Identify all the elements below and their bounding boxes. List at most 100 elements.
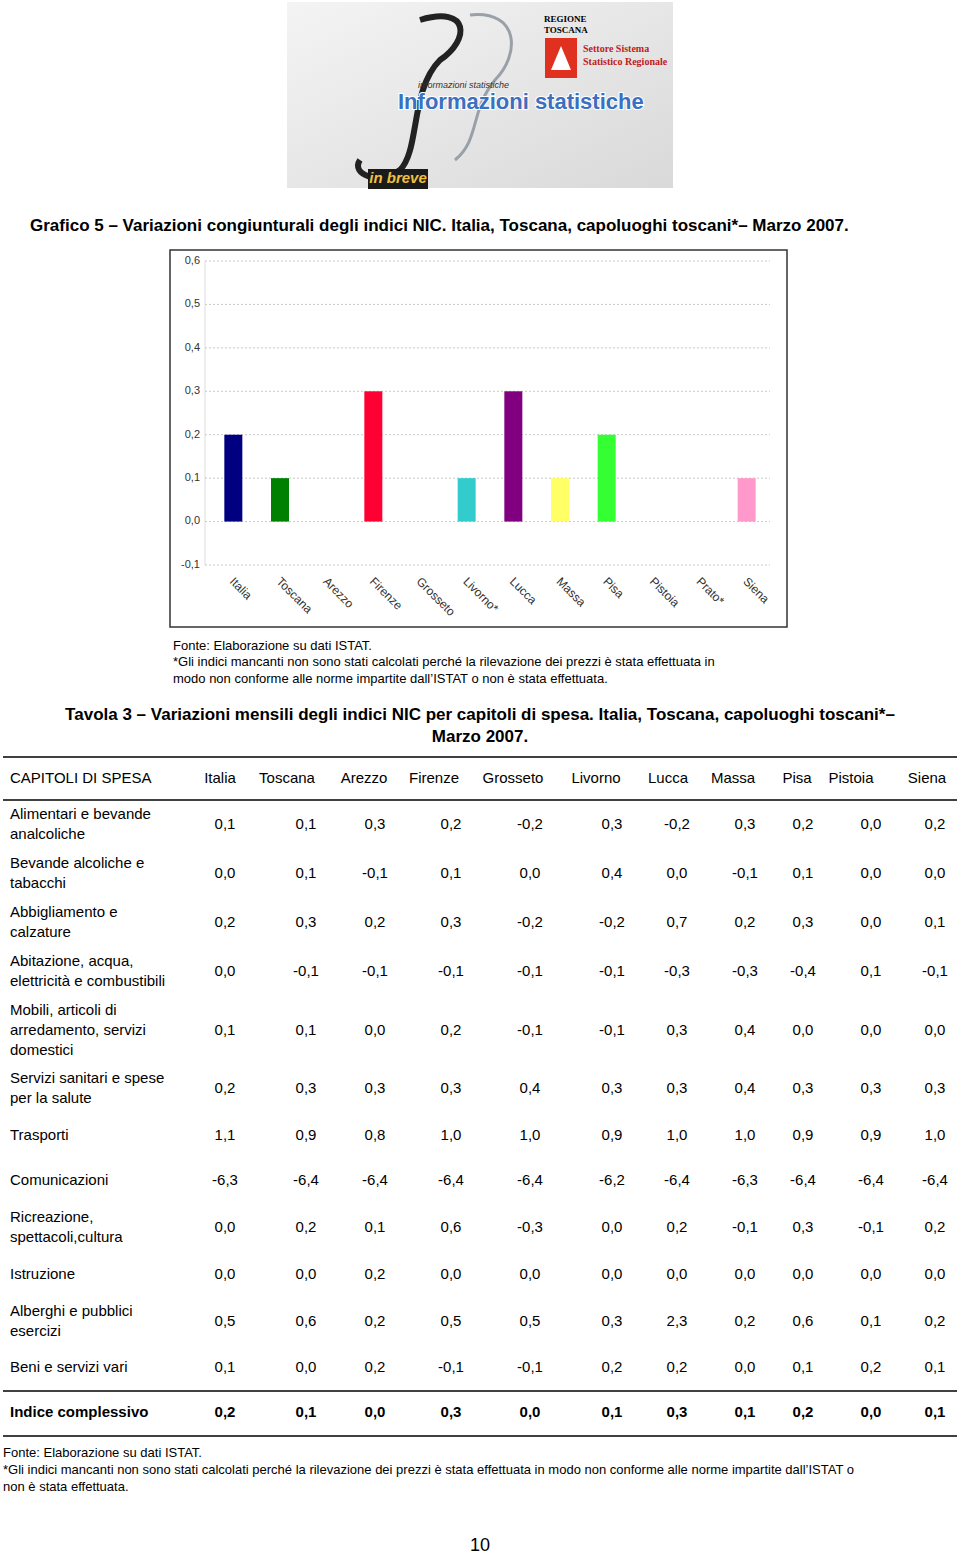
table-cell: -0,3	[517, 1218, 543, 1235]
table-cell: -0,3	[732, 962, 758, 979]
x-tick-label: Prato*	[694, 574, 728, 608]
table-cell: 0,0	[735, 1265, 756, 1282]
table-cell: 0,1	[215, 1021, 236, 1038]
bars	[224, 391, 755, 521]
grid-line	[205, 478, 770, 479]
table-cell: 0,3	[793, 913, 814, 930]
table-cell: -0,3	[664, 962, 690, 979]
y-tick-label: 0,0	[185, 514, 200, 526]
table-cell: 0,4	[520, 1079, 541, 1096]
table-row-label: analcoliche	[10, 825, 85, 842]
table-cell: 0,4	[735, 1021, 756, 1038]
table-cell: 0,0	[602, 1218, 623, 1235]
table-cell: -6,2	[599, 1171, 625, 1188]
table-row-label: Ricreazione,	[10, 1208, 93, 1225]
table-cell: 0,2	[925, 815, 946, 832]
table-cell: 0,4	[735, 1079, 756, 1096]
table-cell: -0,1	[599, 1021, 625, 1038]
chart-frame	[170, 250, 787, 627]
table-cell: 0,0	[441, 1265, 462, 1282]
table-cell: 0,2	[925, 1312, 946, 1329]
table-cell: 0,3	[793, 1218, 814, 1235]
table-cell: -6,4	[922, 1171, 948, 1188]
table-total-cell: 0,1	[296, 1403, 317, 1420]
table-cell: 0,0	[296, 1265, 317, 1282]
table-total-cell: 0,1	[735, 1403, 756, 1420]
bar	[318, 521, 336, 522]
table-row-label: elettricità e combustibili	[10, 972, 165, 989]
bar	[504, 391, 522, 521]
table-total-cell: 0,3	[667, 1403, 688, 1420]
table-cell: 0,3	[667, 1021, 688, 1038]
table-cell: -0,1	[599, 962, 625, 979]
table-cell: -6,3	[732, 1171, 758, 1188]
table-header-cell: Livorno	[571, 769, 620, 786]
bar	[271, 478, 289, 521]
table-header-cell: Firenze	[409, 769, 459, 786]
table-row-label: Istruzione	[10, 1265, 75, 1282]
logo-series: in breve	[369, 169, 427, 186]
table-cell: 1,0	[667, 1126, 688, 1143]
logo-emblem-detail	[551, 46, 571, 70]
table-total-cell: 0,2	[793, 1403, 814, 1420]
table-row-label: Mobili, articoli di	[10, 1001, 117, 1018]
table-row-label: Abitazione, acqua,	[10, 952, 133, 969]
bar	[551, 478, 569, 521]
x-tick-label: Grosseto	[414, 574, 459, 619]
table-cell: -6,4	[362, 1171, 388, 1188]
y-tick-label: -0,1	[181, 558, 200, 570]
x-tick-label: Massa	[554, 574, 589, 609]
logo-org: REGIONE	[544, 14, 587, 24]
table-cell: 0,0	[925, 864, 946, 881]
table-cell: 1,0	[441, 1126, 462, 1143]
table-cell: 0,1	[793, 1358, 814, 1375]
table-cell: 0,0	[735, 1358, 756, 1375]
table-cell: -0,2	[517, 815, 543, 832]
table-row-label: Comunicazioni	[10, 1171, 108, 1188]
table-header-cell: Toscana	[259, 769, 316, 786]
table-header-cell: Grosseto	[483, 769, 544, 786]
table-cell: -6,4	[438, 1171, 464, 1188]
grid-line	[205, 304, 770, 305]
x-tick-label: Siena	[740, 574, 772, 606]
table-total-cell: 0,0	[520, 1403, 541, 1420]
logo-title: Informazioni statistiche	[398, 89, 644, 114]
table-cell: 0,2	[667, 1218, 688, 1235]
page: informazioni statisticheInformazioni sta…	[0, 0, 960, 1556]
table-cell: -6,3	[212, 1171, 238, 1188]
table-cell: 0,2	[215, 913, 236, 930]
table-cell: 0,0	[602, 1265, 623, 1282]
table-cell: 0,0	[520, 1265, 541, 1282]
table-cell: 0,9	[861, 1126, 882, 1143]
y-axis-line	[205, 261, 206, 565]
table-cell: 0,1	[365, 1218, 386, 1235]
table-cell: 0,0	[861, 913, 882, 930]
table-cell: 0,3	[667, 1079, 688, 1096]
table-cell: 0,0	[925, 1021, 946, 1038]
table-cell: 0,0	[667, 1265, 688, 1282]
table-cell: 0,0	[215, 864, 236, 881]
table-cell: 0,0	[215, 962, 236, 979]
table-row-label: Servizi sanitari e spese	[10, 1069, 164, 1086]
grid-line	[205, 261, 770, 262]
table-header-cell: Siena	[908, 769, 947, 786]
table-cell: -6,4	[664, 1171, 690, 1188]
table-row-label: Alimentari e bevande	[10, 805, 151, 822]
table-cell: -6,4	[517, 1171, 543, 1188]
table-cell: 0,2	[735, 913, 756, 930]
table-cell: 0,0	[925, 1265, 946, 1282]
table-cell: -0,1	[732, 1218, 758, 1235]
table-cell: 0,0	[365, 1021, 386, 1038]
table-cell: 0,5	[520, 1312, 541, 1329]
chart-title: Grafico 5 – Variazioni congiunturali deg…	[30, 216, 849, 235]
table-title: Marzo 2007.	[432, 727, 528, 746]
table-cell: 0,2	[365, 913, 386, 930]
table-row-label: Trasporti	[10, 1126, 69, 1143]
table-cell: 0,0	[861, 815, 882, 832]
table-cell: 0,5	[441, 1312, 462, 1329]
logo-dept: Statistico Regionale	[583, 56, 668, 67]
table-cell: 0,1	[215, 815, 236, 832]
table-cell: 0,1	[925, 1358, 946, 1375]
table-row-label: Beni e servizi vari	[10, 1358, 128, 1375]
table-cell: 0,0	[861, 1265, 882, 1282]
